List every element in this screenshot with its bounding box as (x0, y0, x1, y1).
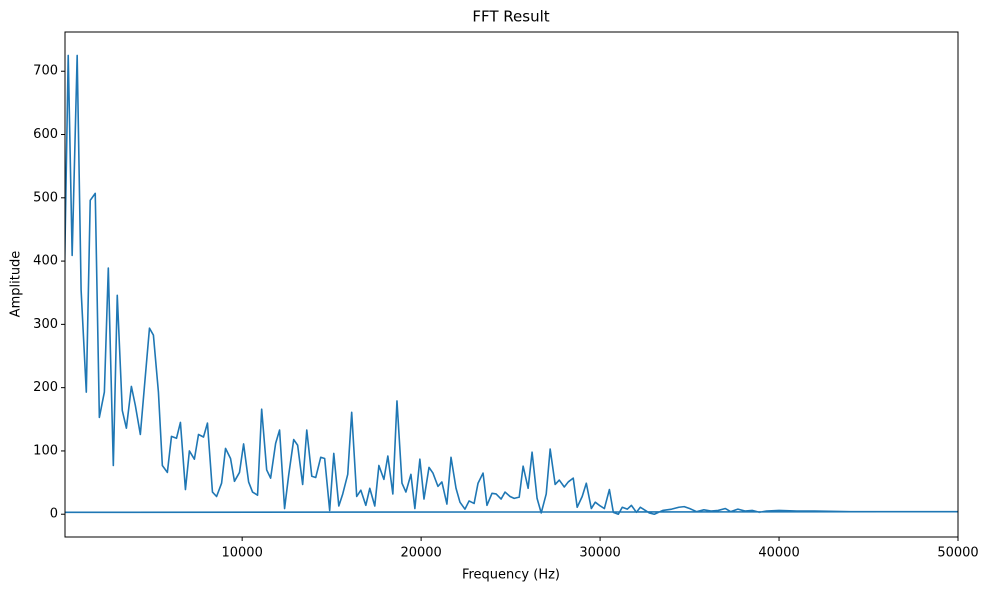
chart-title: FFT Result (472, 8, 549, 26)
axes-frame (64, 31, 959, 538)
x-axis-label: Frequency (Hz) (462, 568, 560, 583)
y-axis-label: Amplitude (9, 251, 24, 318)
y-tick-label: 600 (33, 127, 58, 142)
plot-area (65, 54, 958, 516)
x-tick-label: 50000 (937, 546, 978, 561)
x-tick-label: 30000 (579, 546, 620, 561)
y-tick-label: 100 (33, 443, 58, 458)
y-tick-label: 700 (33, 64, 58, 79)
y-tick-label: 400 (33, 254, 58, 269)
x-tick-label: 40000 (758, 546, 799, 561)
x-tick-label: 10000 (221, 546, 262, 561)
x-tick-label: 20000 (400, 546, 441, 561)
y-tick-label: 0 (50, 507, 58, 522)
y-tick-label: 200 (33, 380, 58, 395)
y-tick-label: 500 (33, 190, 58, 205)
data-line (65, 54, 958, 516)
y-tick-label: 300 (33, 317, 58, 332)
